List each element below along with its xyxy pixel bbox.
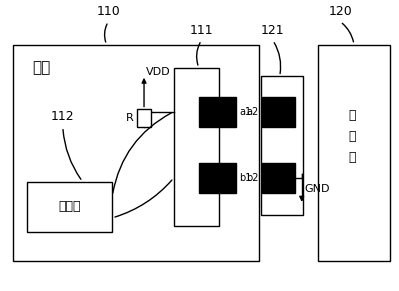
- Bar: [262, 97, 295, 127]
- Bar: [199, 163, 236, 193]
- Text: 控制器: 控制器: [59, 200, 81, 213]
- Text: a1: a1: [239, 107, 252, 117]
- Bar: [318, 45, 390, 261]
- Bar: [262, 163, 295, 193]
- Text: 主板: 主板: [32, 60, 50, 75]
- Bar: [137, 109, 151, 127]
- Text: 111: 111: [190, 24, 213, 37]
- Text: b1: b1: [239, 173, 252, 183]
- Bar: [261, 76, 302, 215]
- Text: 121: 121: [261, 24, 284, 37]
- Text: 112: 112: [51, 110, 75, 123]
- Text: GND: GND: [304, 184, 330, 194]
- Bar: [199, 97, 236, 127]
- Bar: [13, 45, 259, 261]
- Text: 110: 110: [97, 5, 120, 18]
- Text: a2: a2: [246, 107, 259, 117]
- Bar: [27, 182, 113, 232]
- Text: b2: b2: [246, 173, 259, 183]
- Text: 120: 120: [328, 5, 352, 18]
- Text: VDD: VDD: [146, 67, 171, 77]
- Bar: [174, 68, 219, 226]
- Text: 对
接
板: 对 接 板: [348, 109, 356, 164]
- Text: R: R: [126, 113, 134, 123]
